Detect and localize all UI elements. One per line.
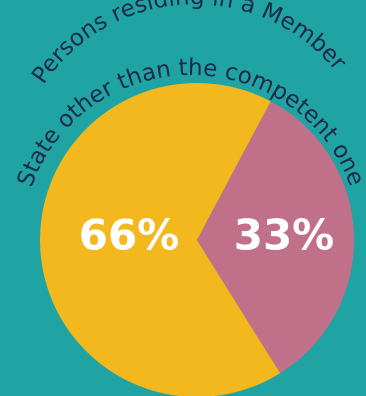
pie-slices <box>39 83 354 396</box>
pie-slice-66 <box>39 83 281 396</box>
slice-label-small: 33% <box>234 211 335 260</box>
slice-label-large: 66% <box>79 211 180 260</box>
pie-slice-33 <box>197 101 354 374</box>
